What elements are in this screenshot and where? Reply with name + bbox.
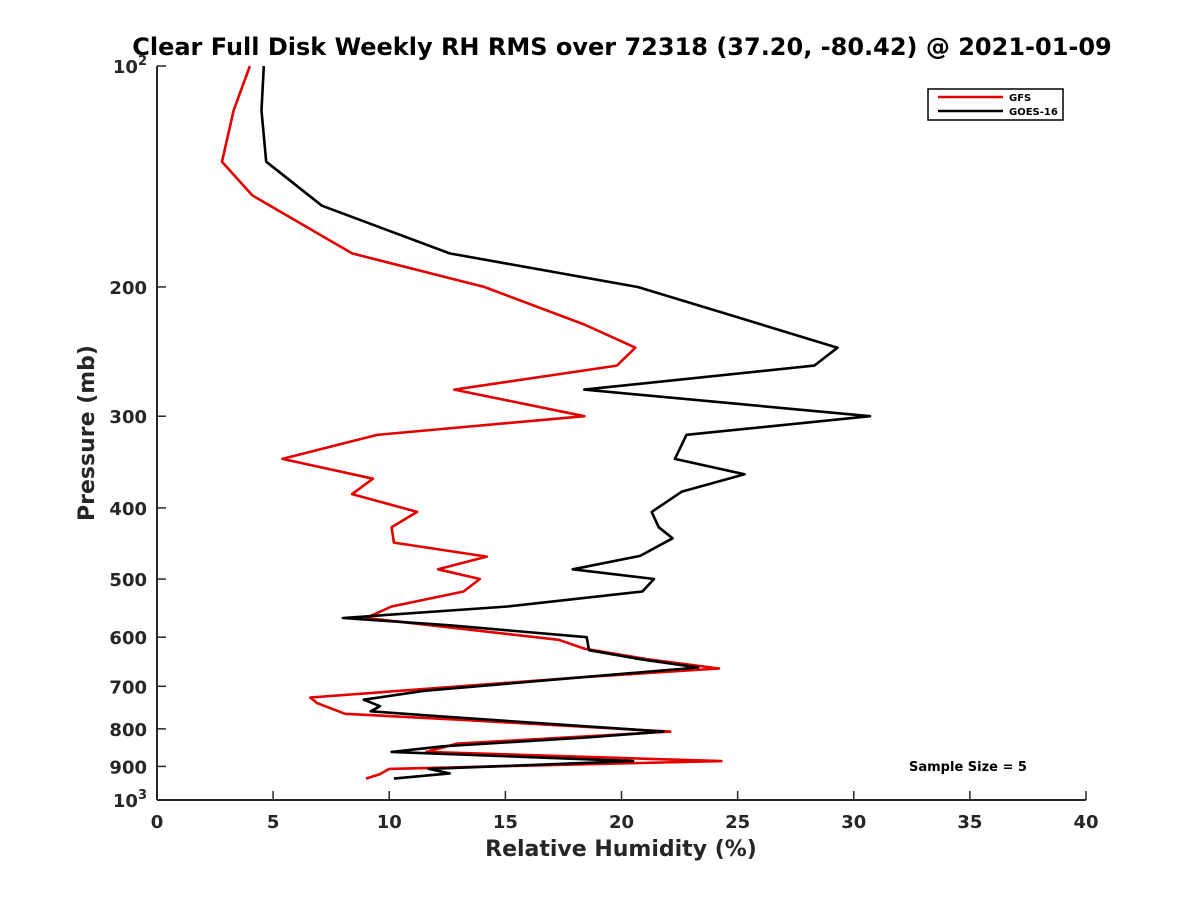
x-ticks: 0 5 10 15 20 25 30 35 40 <box>151 791 1099 833</box>
y-tick-label: 400 <box>109 499 147 520</box>
x-tick-label: 20 <box>609 812 634 833</box>
y-ticks: 102 200 300 400 500 600 700 800 900 103 <box>109 54 166 812</box>
y-tick-label: 800 <box>109 720 147 741</box>
x-tick-label: 15 <box>493 812 518 833</box>
series-line-goes-16 <box>260 65 872 780</box>
x-tick-label: 25 <box>725 812 750 833</box>
x-tick-label: 5 <box>267 812 280 833</box>
y-tick-label: 102 <box>113 54 147 78</box>
legend-label-gfs: GFS <box>1009 93 1031 104</box>
x-tick-label: 0 <box>151 812 164 833</box>
y-tick-label: 200 <box>109 278 147 299</box>
y-tick-label: 900 <box>109 757 147 778</box>
legend-label-goes-16: GOES-16 <box>1009 107 1058 118</box>
chart-title: Clear Full Disk Weekly RH RMS over 72318… <box>132 33 1112 61</box>
x-tick-label: 40 <box>1073 812 1098 833</box>
legend: GFS GOES-16 <box>927 88 1064 121</box>
y-tick-label: 700 <box>109 677 147 698</box>
y-axis-label: Pressure (mb) <box>75 345 100 521</box>
legend-box <box>927 88 1064 121</box>
axes <box>156 66 1086 801</box>
x-tick-label: 10 <box>377 812 402 833</box>
x-tick-label: 30 <box>841 812 866 833</box>
y-tick-label: 300 <box>109 407 147 428</box>
y-tick-label: 600 <box>109 628 147 649</box>
y-tick-label: 103 <box>113 788 147 812</box>
y-tick-label: 500 <box>109 570 147 591</box>
sample-size-annotation: Sample Size = 5 <box>909 760 1027 775</box>
series-layer <box>220 65 872 780</box>
x-axis-label: Relative Humidity (%) <box>485 837 757 862</box>
x-tick-label: 35 <box>957 812 982 833</box>
